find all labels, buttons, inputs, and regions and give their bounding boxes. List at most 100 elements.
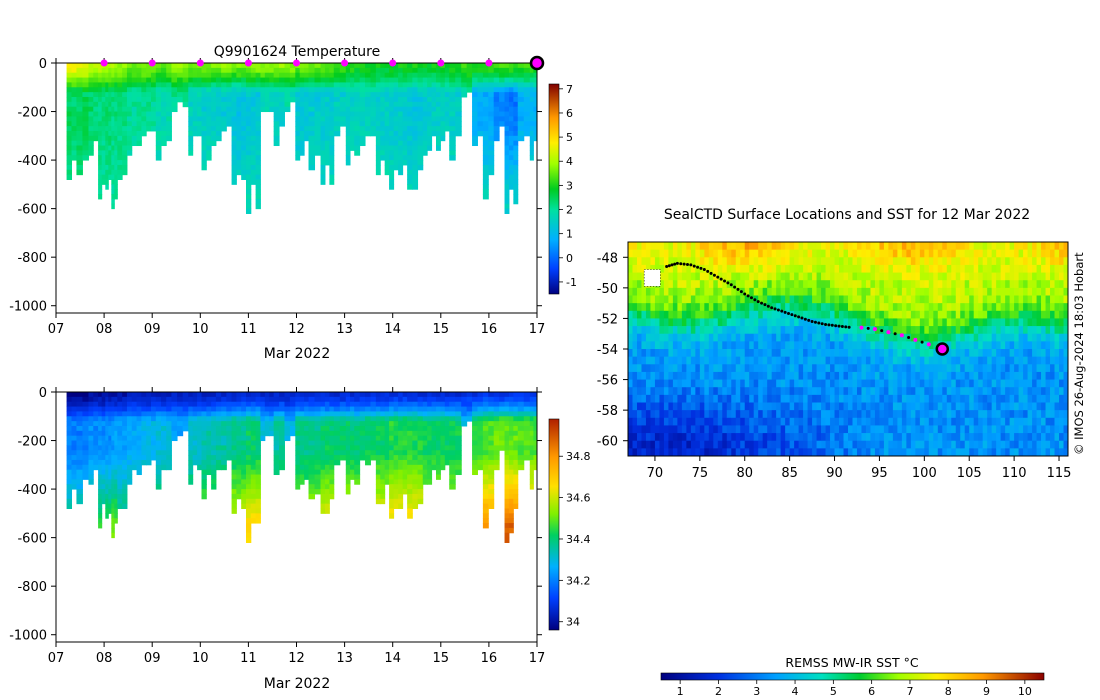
heatmap-cell — [245, 503, 252, 509]
heatmap-cell — [412, 440, 419, 446]
heatmap-cell — [269, 425, 275, 432]
heatmap-cell — [365, 396, 371, 403]
sst-cell — [726, 326, 732, 335]
heatmap-cell — [354, 469, 361, 476]
heatmap-cell — [299, 396, 305, 403]
heatmap-cell — [449, 440, 456, 446]
sst-cell — [695, 333, 701, 342]
heatmap-cell — [155, 479, 162, 485]
sst-cell — [628, 303, 633, 312]
heatmap-cell — [82, 135, 89, 142]
heatmap-cell — [241, 145, 247, 151]
sst-cell — [641, 410, 647, 419]
heatmap-cell — [231, 406, 237, 412]
heatmap-cell — [241, 479, 247, 485]
heatmap-cell — [508, 455, 514, 461]
heatmap-cell — [440, 121, 446, 127]
heatmap-cell — [370, 396, 377, 403]
heatmap-cell — [339, 401, 347, 408]
heatmap-cell — [101, 498, 106, 505]
heatmap-cell — [117, 77, 123, 83]
heatmap-cell — [255, 198, 261, 205]
heatmap-cell — [221, 396, 227, 403]
heatmap-cell — [435, 396, 441, 403]
heatmap-cell — [66, 116, 73, 122]
heatmap-cell — [146, 411, 152, 417]
heatmap-cell — [389, 489, 395, 495]
heatmap-cell — [245, 184, 252, 190]
heatmap-cell — [345, 72, 351, 79]
heatmap-cell — [375, 392, 381, 398]
heatmap-cell — [407, 459, 413, 466]
sst-cell — [744, 341, 750, 350]
heatmap-cell — [126, 440, 133, 446]
heatmap-cell — [365, 72, 371, 79]
heatmap-cell — [76, 469, 83, 476]
heatmap-cell — [231, 87, 237, 93]
heatmap-cell — [108, 130, 112, 137]
heatmap-cell — [245, 111, 252, 117]
heatmap-cell — [201, 445, 207, 451]
sst-cell — [677, 387, 683, 396]
heatmap-cell — [151, 411, 157, 417]
heatmap-cell — [384, 155, 390, 161]
heatmap-cell — [255, 493, 261, 500]
heatmap-cell — [354, 145, 361, 151]
heatmap-cell — [354, 101, 361, 108]
heatmap-cell — [131, 121, 138, 127]
heatmap-cell — [111, 160, 115, 166]
heatmap-cell — [236, 411, 242, 417]
sst-cell — [708, 402, 714, 411]
sst-cell — [659, 356, 665, 365]
heatmap-cell — [101, 87, 106, 93]
heatmap-cell — [122, 96, 128, 103]
sst-cell — [740, 417, 746, 426]
heatmap-cell — [206, 416, 212, 422]
heatmap-cell — [88, 130, 94, 137]
sst-cell — [672, 287, 678, 296]
heatmap-cell — [412, 425, 419, 432]
heatmap-cell — [380, 121, 386, 127]
heatmap-cell — [131, 411, 138, 417]
heatmap-cell — [304, 464, 310, 471]
heatmap-cell — [389, 435, 395, 442]
heatmap-cell — [76, 459, 83, 466]
heatmap-cell — [393, 430, 399, 437]
heatmap-cell — [466, 82, 473, 88]
heatmap-cell — [508, 160, 514, 166]
heatmap-cell — [236, 430, 242, 437]
heatmap-cell — [488, 145, 495, 151]
sst-cell — [695, 371, 701, 380]
heatmap-cell — [295, 121, 301, 127]
heatmap-cell — [329, 406, 335, 412]
heatmap-cell — [320, 130, 326, 137]
heatmap-cell — [472, 392, 478, 398]
heatmap-cell — [427, 116, 433, 122]
heatmap-cell — [101, 430, 106, 437]
sst-cell — [771, 303, 777, 312]
heatmap-cell — [493, 411, 500, 417]
heatmap-cell — [320, 455, 326, 461]
heatmap-cell — [329, 401, 335, 408]
heatmap-cell — [131, 406, 138, 412]
sst-cell — [659, 402, 665, 411]
heatmap-cell — [427, 406, 433, 412]
heatmap-cell — [402, 96, 408, 103]
sst-cell — [780, 371, 786, 380]
heatmap-cell — [136, 469, 142, 476]
heatmap-cell — [417, 474, 424, 480]
heatmap-cell — [98, 67, 103, 74]
sst-cell — [654, 387, 660, 396]
heatmap-cell — [98, 450, 103, 456]
heatmap-cell — [101, 484, 106, 490]
heatmap-cell — [365, 406, 371, 412]
heatmap-cell — [66, 474, 73, 480]
heatmap-cell — [308, 493, 316, 500]
heatmap-cell — [197, 126, 202, 132]
heatmap-cell — [431, 77, 437, 83]
heatmap-cell — [245, 208, 252, 214]
sst-cell — [731, 349, 737, 358]
heatmap-cell — [314, 411, 322, 417]
heatmap-cell — [370, 425, 377, 432]
sst-cell — [762, 379, 768, 388]
